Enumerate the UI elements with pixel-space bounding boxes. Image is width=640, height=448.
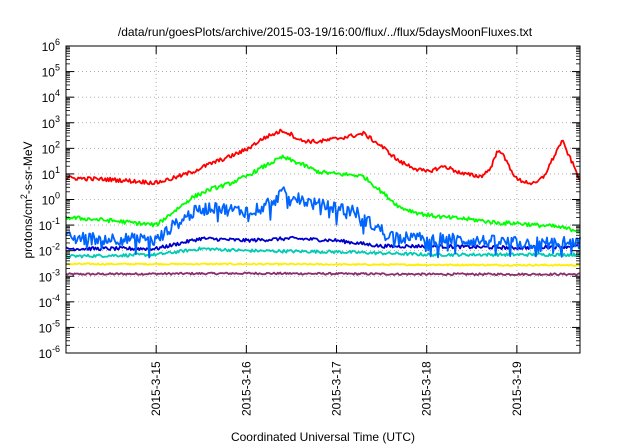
series-line-5 [65,246,581,259]
y-tick-label-base: 10 [42,117,56,131]
y-tick-label-exponent: 3 [55,114,60,124]
y-tick-label: 10-4 [39,293,60,310]
y-tick-label-exponent: -5 [52,318,60,328]
y-tick-label-exponent: 1 [55,165,60,175]
y-axis-label: protons/cm2-s-sr-MeV [19,141,35,258]
y-axis-label-sup: 2 [19,194,29,199]
series-line-6 [65,262,581,267]
y-tick-label-exponent: -2 [52,242,60,252]
y-tick-label: 10-3 [39,267,60,284]
y-tick-label-base: 10 [42,40,56,54]
x-tick-label: 2015-3-17 [330,361,344,416]
y-tick-label-base: 10 [39,219,53,233]
y-tick-label-base: 10 [39,347,53,361]
y-tick-label: 10-1 [39,216,60,233]
series-line-2 [65,154,581,233]
y-tick-label-base: 10 [39,270,53,284]
chart-title: /data/run/goesPlots/archive/2015-03-19/1… [118,25,533,39]
y-tick-label: 101 [42,165,60,182]
x-tick-label: 2015-3-16 [239,361,253,416]
series-lines [65,128,581,277]
y-tick-label-base: 10 [42,168,56,182]
x-axis-label: Coordinated Universal Time (UTC) [231,430,415,444]
y-tick-label-exponent: -6 [52,344,60,354]
x-axis-tick-labels: 2015-3-15 2015-3-16 2015-3-17 2015-3-18 2015… [149,361,524,416]
y-tick-label-exponent: 2 [55,139,60,149]
series-line-3 [65,186,581,259]
y-tick-label-base: 10 [42,194,56,208]
y-tick-label-base: 10 [39,245,53,259]
y-tick-label-base: 10 [42,142,56,156]
y-tick-label-exponent: 6 [55,37,60,47]
y-tick-label: 106 [42,37,60,54]
y-tick-label-base: 10 [42,66,56,80]
tick-marks [66,45,580,354]
y-tick-label: 10-5 [39,318,60,335]
x-tick-label: 2015-3-18 [420,361,434,416]
y-tick-label: 10-6 [39,344,60,361]
y-tick-label-exponent: 4 [55,88,60,98]
y-tick-label-exponent: -4 [52,293,60,303]
y-tick-label: 103 [42,114,60,131]
y-tick-label: 100 [42,191,60,208]
y-axis-label-base: protons/cm [21,199,35,258]
x-tick-label: 2015-3-19 [510,361,524,416]
y-tick-label: 102 [42,139,60,156]
y-tick-label-exponent: -1 [52,216,60,226]
series-line-1 [65,128,581,186]
y-tick-label-exponent: 0 [55,191,60,201]
y-tick-label-base: 10 [39,296,53,310]
y-tick-label: 104 [42,88,60,105]
y-tick-label-exponent: -3 [52,267,60,277]
y-tick-label: 105 [42,63,60,80]
x-tick-label: 2015-3-15 [149,361,163,416]
y-tick-label-base: 10 [42,91,56,105]
y-axis-tick-labels: 10-610-510-410-310-210-11001011021031041… [39,37,60,361]
y-tick-label: 10-2 [39,242,60,259]
series-line-7 [65,271,581,277]
grid [66,46,580,353]
y-axis-label-rest: -s-sr-MeV [21,141,35,194]
y-tick-label-base: 10 [39,321,53,335]
y-tick-label-exponent: 5 [55,63,60,73]
